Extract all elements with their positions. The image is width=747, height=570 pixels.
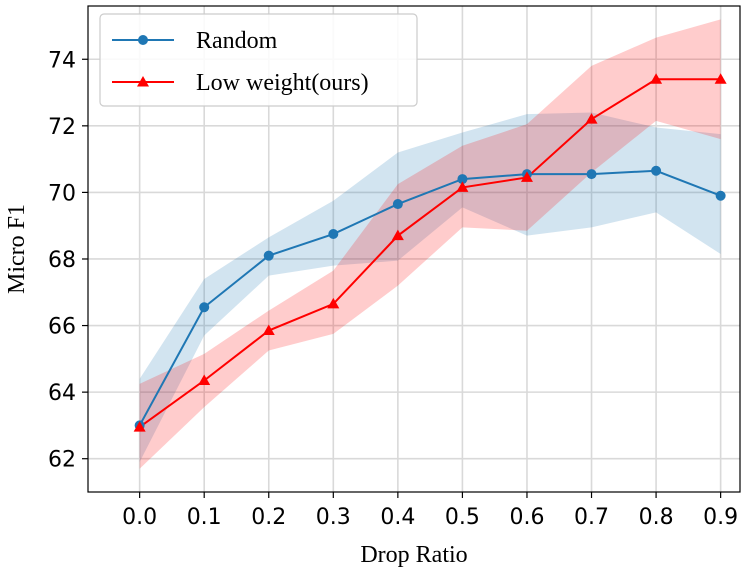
data-point: [585, 113, 598, 124]
band-low-weight: [139, 19, 721, 469]
legend-item: Low weight(ours): [112, 70, 369, 96]
series-markers: [133, 73, 727, 432]
series-line-low-weight: [139, 78, 721, 428]
data-point: [650, 73, 663, 84]
data-point: [457, 174, 468, 185]
x-tick-label: 0.3: [316, 505, 351, 530]
legend-label: Low weight(ours): [196, 70, 369, 96]
legend: Random Low weight(ours): [99, 13, 418, 107]
x-tick-label: 0.7: [574, 505, 609, 530]
data-point: [198, 374, 211, 385]
plot-frame: [87, 5, 741, 493]
data-point: [199, 302, 210, 313]
data-point: [651, 165, 662, 176]
y-tick-label: 72: [48, 115, 76, 140]
y-tick-label: 74: [48, 48, 76, 73]
series-lines: [138, 78, 721, 428]
y-tick-label: 70: [48, 181, 76, 206]
data-point: [262, 324, 275, 336]
x-tick-label: 0.8: [639, 505, 674, 530]
data-point: [715, 190, 726, 201]
x-tick-label: 0.2: [251, 505, 286, 530]
data-point: [392, 199, 403, 210]
legend-box: [99, 13, 418, 107]
x-tick-label: 0.6: [509, 505, 544, 530]
data-point: [714, 73, 727, 84]
x-axis-ticks: 0.0 0.1 0.2 0.3 0.4 0.5 0.6 0.7 0.8 0.9: [122, 492, 738, 530]
series-line-random: [138, 169, 721, 426]
data-point: [327, 297, 340, 309]
y-tick-label: 64: [48, 381, 76, 406]
y-axis-ticks: 62 64 66 68 70 72 74: [48, 48, 88, 473]
x-tick-label: 0.1: [187, 505, 222, 530]
y-tick-label: 62: [48, 448, 76, 473]
x-tick-label: 0.5: [445, 505, 480, 530]
confidence-bands: [139, 19, 721, 469]
legend-marker: [137, 76, 149, 87]
data-point: [328, 229, 339, 240]
y-tick-label: 68: [48, 248, 76, 273]
legend-item: Random: [112, 28, 278, 54]
x-tick-label: 0.9: [703, 505, 738, 530]
data-point: [391, 229, 404, 241]
data-point: [133, 421, 146, 432]
y-tick-label: 66: [48, 315, 76, 340]
x-axis-title: Drop Ratio: [360, 542, 467, 568]
data-point: [456, 181, 469, 192]
data-point: [520, 171, 533, 182]
x-tick-label: 0.0: [122, 505, 157, 530]
x-tick-label: 0.4: [380, 505, 415, 530]
y-axis-title: Micro F1: [4, 204, 30, 294]
legend-marker: [138, 35, 148, 45]
data-point: [586, 169, 597, 180]
data-point: [263, 250, 274, 261]
legend-label: Random: [196, 28, 278, 54]
band-random: [139, 112, 721, 463]
